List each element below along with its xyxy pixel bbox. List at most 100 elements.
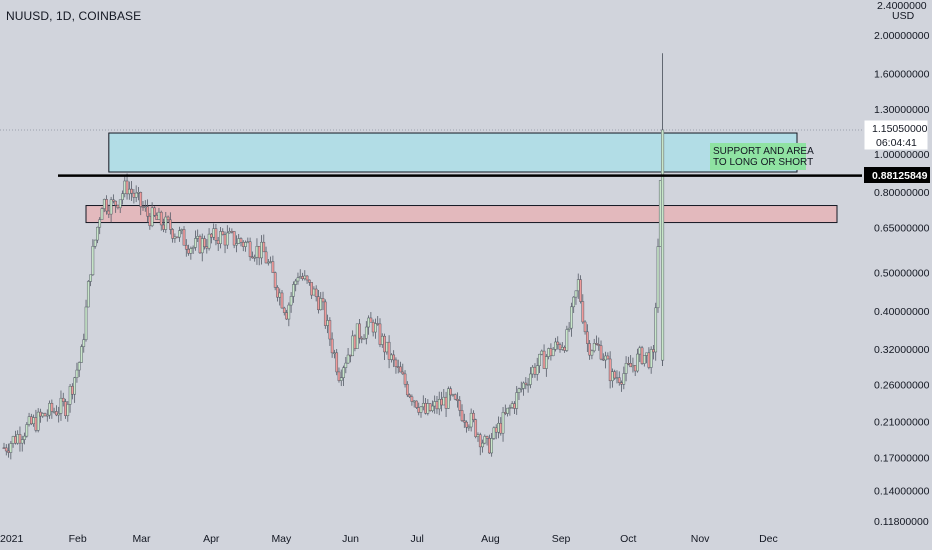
candle-body bbox=[52, 411, 56, 413]
candle-body bbox=[205, 246, 209, 249]
candle-body bbox=[426, 403, 430, 414]
candle-body bbox=[61, 397, 65, 402]
candle-body bbox=[419, 406, 423, 413]
candle-body bbox=[180, 229, 184, 231]
candle-body bbox=[349, 354, 352, 357]
candle-body bbox=[232, 231, 236, 246]
time-tick-label: Mar bbox=[132, 533, 151, 545]
candle-body bbox=[20, 439, 24, 444]
candle-body bbox=[23, 435, 26, 440]
time-tick-label: Oct bbox=[620, 533, 636, 545]
resistance-zone[interactable] bbox=[85, 205, 838, 224]
candle-body bbox=[563, 347, 566, 351]
time-tick-label: Apr bbox=[203, 533, 220, 545]
candle-body bbox=[344, 362, 348, 368]
candle-body bbox=[203, 238, 206, 247]
candle-body bbox=[472, 412, 475, 420]
candle-body bbox=[150, 207, 154, 227]
candle-body bbox=[114, 200, 118, 206]
candle-body bbox=[428, 403, 432, 411]
candle-body bbox=[71, 386, 74, 395]
candle-body bbox=[312, 288, 316, 296]
candle-body bbox=[330, 338, 334, 354]
candle-body bbox=[27, 416, 31, 425]
candle-body bbox=[235, 243, 238, 246]
candle-body bbox=[517, 388, 521, 393]
candle-body bbox=[248, 241, 252, 258]
price-tick-label: 0.80000000 bbox=[874, 187, 930, 199]
candle-body bbox=[474, 419, 478, 437]
price-tick-label: 0.65000000 bbox=[874, 223, 930, 235]
candle-body bbox=[228, 231, 231, 234]
candle-body bbox=[524, 382, 528, 385]
candle-body bbox=[219, 231, 222, 244]
candle-body bbox=[604, 355, 607, 361]
candle-body bbox=[431, 405, 434, 411]
candle-body bbox=[253, 256, 257, 259]
annotation-note-box[interactable] bbox=[710, 143, 806, 170]
candle-body bbox=[223, 234, 227, 246]
candle-body bbox=[453, 394, 457, 400]
candle-body bbox=[335, 352, 339, 373]
candle-body bbox=[168, 219, 172, 230]
candle-body bbox=[278, 292, 282, 298]
candle-body bbox=[360, 337, 364, 340]
candle-body bbox=[570, 306, 573, 329]
candle-body bbox=[196, 236, 200, 239]
candle-body bbox=[216, 240, 220, 244]
candle-body bbox=[390, 354, 393, 360]
candle-body bbox=[308, 279, 311, 283]
candle-body bbox=[556, 341, 560, 346]
candle-body bbox=[266, 261, 270, 264]
candle-body bbox=[319, 298, 323, 311]
candle-body bbox=[565, 329, 569, 351]
candle-body bbox=[157, 211, 161, 220]
candle-body bbox=[139, 192, 143, 207]
candle-body bbox=[14, 436, 17, 444]
price-tick-label: 1.30000000 bbox=[874, 104, 930, 116]
price-tick-label: 0.14000000 bbox=[874, 486, 930, 498]
candle-body bbox=[437, 399, 441, 410]
candle-body bbox=[353, 335, 357, 350]
candle-body bbox=[98, 219, 102, 228]
candle-body bbox=[369, 317, 373, 323]
current-price-badge bbox=[863, 119, 929, 151]
candle-body bbox=[503, 412, 507, 414]
price-tick-label: 0.50000000 bbox=[874, 268, 930, 280]
candle-body bbox=[287, 304, 291, 320]
candle-body bbox=[551, 349, 555, 357]
time-tick-label: Sep bbox=[552, 533, 571, 545]
time-tick-label: Jun bbox=[342, 533, 359, 545]
candle-body bbox=[68, 386, 72, 405]
candle-body bbox=[558, 344, 562, 350]
candle-body bbox=[102, 199, 106, 209]
time-axis[interactable]: 2021 Feb Mar Apr May Jun Jul Aug Sep Oct Nov Dec bbox=[0, 533, 778, 545]
candle-body bbox=[467, 426, 471, 429]
time-tick-label: 2021 bbox=[0, 533, 24, 545]
candle-body bbox=[620, 382, 623, 385]
candle-body bbox=[645, 352, 648, 356]
candle-body bbox=[355, 323, 359, 350]
support-zone[interactable] bbox=[108, 132, 798, 173]
candle-body bbox=[597, 344, 601, 346]
candle-body bbox=[358, 323, 361, 339]
candle-body bbox=[408, 394, 411, 398]
candle-body bbox=[549, 348, 553, 357]
candle-body bbox=[599, 345, 603, 360]
candle-body bbox=[383, 335, 386, 353]
candle-body bbox=[16, 434, 20, 444]
candle-body bbox=[611, 371, 614, 382]
candle-body bbox=[225, 232, 229, 246]
candle-body bbox=[380, 335, 384, 345]
candle-body bbox=[184, 244, 188, 250]
candle-body bbox=[173, 236, 177, 239]
candle-body bbox=[424, 403, 427, 414]
candle-body bbox=[41, 413, 45, 417]
candle-body bbox=[162, 224, 165, 230]
candle-body bbox=[18, 434, 22, 444]
candle-body bbox=[96, 226, 99, 241]
candle-body bbox=[130, 188, 133, 194]
price-axis[interactable]: 2.4000000 USD 2.00000000 1.60000000 1.3000… bbox=[874, 0, 930, 528]
candle-body bbox=[515, 392, 519, 409]
